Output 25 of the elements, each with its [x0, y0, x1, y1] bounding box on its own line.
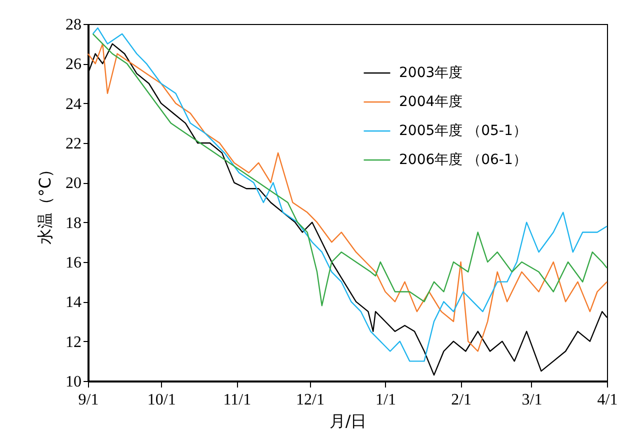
legend-label: 2006年度 （06-1） — [399, 152, 527, 168]
line-series — [92, 33, 608, 306]
y-tick-label: 20 — [66, 175, 82, 192]
x-tick-label: 12/1 — [296, 392, 324, 408]
x-tick-label: 10/1 — [147, 392, 176, 408]
y-tick-label: 18 — [66, 214, 82, 232]
x-tick-label: 1/1 — [376, 392, 396, 408]
x-tick-label: 9/1 — [78, 392, 99, 408]
y-tick-label: 14 — [66, 294, 82, 312]
legend-label: 2005年度 （05-1） — [399, 123, 527, 139]
x-tick-label: 3/1 — [522, 392, 542, 408]
x-tick-label: 2/1 — [451, 392, 472, 408]
x-axis-title: 月/日 — [329, 412, 367, 430]
legend-label: 2004年度 — [399, 94, 463, 110]
y-tick-label: 12 — [66, 334, 82, 351]
y-tick-label: 10 — [66, 374, 82, 390]
x-tick-label: 11/1 — [223, 392, 252, 408]
y-tick-label: 22 — [66, 136, 82, 152]
y-tick-label: 28 — [66, 16, 82, 34]
x-tick-label: 4/1 — [597, 392, 618, 408]
y-tick-label: 26 — [66, 56, 82, 74]
y-tick-label: 16 — [66, 254, 82, 272]
legend-label: 2003年度 — [399, 65, 463, 81]
y-axis-title: 水温（°C） — [36, 161, 54, 245]
y-tick-label: 24 — [66, 96, 82, 113]
